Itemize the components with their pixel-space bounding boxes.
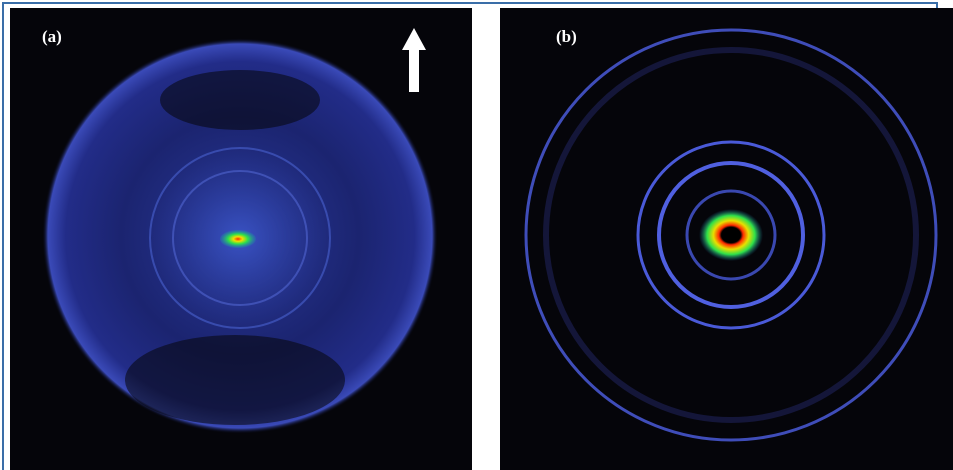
figure: (a) (b)	[0, 0, 953, 470]
panel-label: (b)	[556, 27, 577, 46]
dark-region	[160, 70, 320, 130]
panel-b: (b)	[500, 8, 953, 470]
central-peak	[220, 230, 256, 248]
panel-a: (a)	[10, 8, 472, 470]
central-peak	[699, 209, 763, 261]
panel-label: (a)	[42, 27, 62, 46]
dark-region	[125, 335, 345, 425]
